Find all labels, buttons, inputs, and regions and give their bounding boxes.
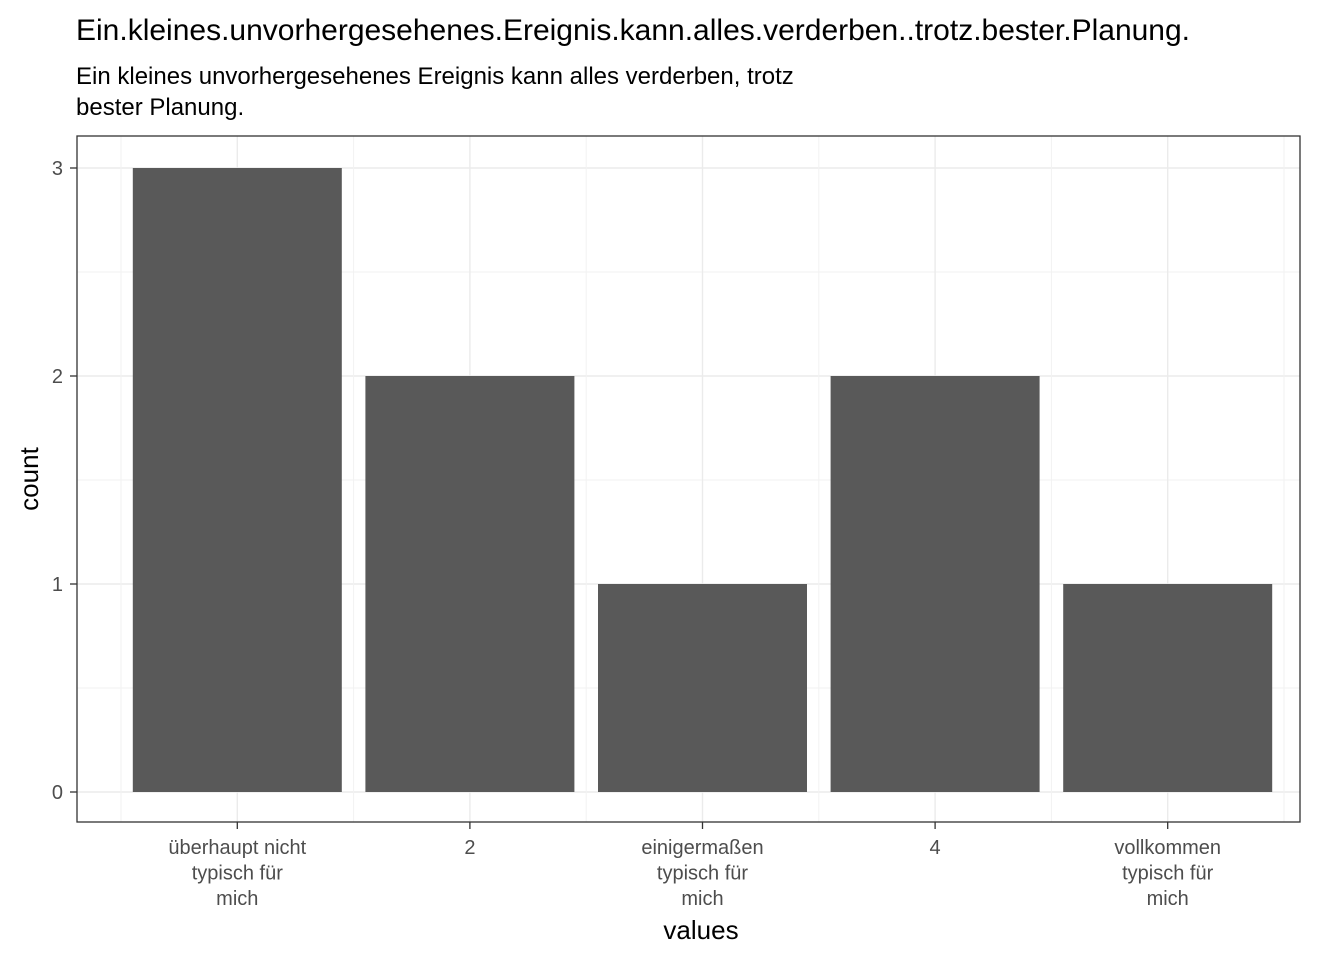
x-axis-title: values: [663, 915, 738, 945]
x-tick-label: 2: [464, 837, 475, 859]
bar: [1063, 584, 1273, 792]
x-tick-label: vollkommen typisch für mich: [1114, 837, 1221, 910]
chart-title: Ein.kleines.unvorhergesehenes.Ereignis.k…: [76, 14, 1190, 47]
x-axis-ticks: überhaupt nicht typisch für mich 2 einigerma…: [168, 822, 1221, 910]
y-axis-title: count: [14, 446, 44, 510]
y-tick-label: 3: [52, 158, 63, 180]
y-tick-label: 0: [52, 782, 63, 804]
chart-subtitle-line-1: Ein kleines unvorhergesehenes Ereignis k…: [76, 63, 794, 90]
x-tick-label: einigermaßen typisch für mich: [641, 837, 763, 910]
bar: [132, 168, 342, 792]
x-tick-label: überhaupt nicht typisch für mich: [168, 837, 306, 910]
chart-subtitle-line-2: bester Planung.: [76, 94, 244, 121]
y-tick-label: 1: [52, 574, 63, 596]
plot-border: [76, 135, 1301, 823]
bars: [132, 168, 1273, 792]
bar: [830, 376, 1040, 792]
x-tick-label: 4: [930, 837, 941, 859]
y-tick-label: 2: [52, 366, 63, 388]
y-axis-ticks: 0 1 2 3: [52, 158, 77, 804]
bar: [598, 584, 807, 792]
bar: [365, 376, 575, 792]
